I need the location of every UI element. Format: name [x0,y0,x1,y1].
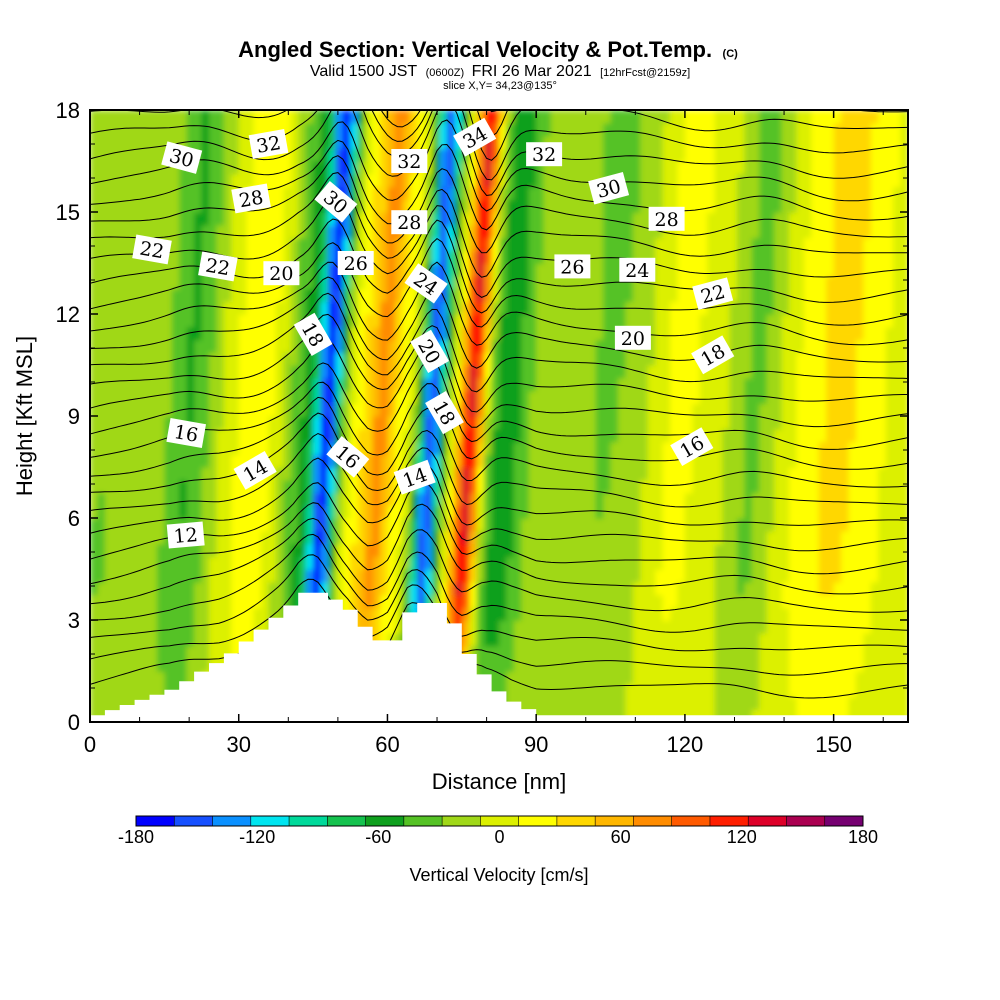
contour-label-text: 12 [173,524,199,548]
colorbar-swatch [136,816,175,826]
contour-label-text: 20 [269,263,293,285]
vertical-velocity-field [90,110,908,722]
y-tick-label: 3 [68,608,80,633]
contour-label: 32 [391,149,428,173]
colorbar-swatch [748,816,787,826]
chart-title-row: Angled Section: Vertical Velocity & Pot.… [238,37,738,62]
colorbar-tick-label: -180 [118,827,154,847]
colorbar-swatch [786,816,826,826]
terrain [90,592,908,722]
colorbar-swatch [480,816,520,826]
colorbar-tick-label: 60 [611,827,631,847]
colorbar-swatch [250,816,290,826]
chart-title-block: Angled Section: Vertical Velocity & Pot.… [238,37,738,92]
colorbar-swatch [403,816,443,826]
contour-label-text: 32 [397,151,421,173]
x-axis-title: Distance [nm] [432,769,567,794]
colorbar: -180 -120 -60 0 60 120 180 [118,815,878,847]
contour-label-text: 26 [560,256,584,278]
contour-label-text: 28 [655,209,679,231]
contour-label: 30 [588,171,630,205]
y-tick-label: 18 [56,98,80,123]
x-tick-label: 30 [226,732,250,757]
valid-time-local: Valid 1500 JST [310,63,418,80]
contour-label-text: 28 [237,186,265,212]
contour-label: 28 [391,210,428,235]
valid-time-row: Valid 1500 JST (0600Z) FRI 26 Mar 2021 [… [310,63,690,80]
colorbar-swatch [556,816,596,826]
chart-title: Angled Section: Vertical Velocity & Pot.… [238,37,712,62]
colorbar-swatch [709,816,749,826]
contour-label-text: 28 [397,212,421,234]
colorbar-swatch [595,816,634,826]
contour-label-text: 16 [172,421,200,447]
contour-label: 18 [691,335,735,375]
contour-label-text: 32 [532,144,556,166]
contour-label: 32 [248,129,289,159]
colorbar-swatch [824,816,864,826]
y-tick-label: 9 [68,404,80,429]
colorbar-swatch [518,816,558,826]
colorbar-tick-label: 120 [727,827,757,847]
valid-date: FRI 26 Mar 2021 [472,63,592,80]
colorbar-swatch [365,816,405,826]
contour-label: 24 [619,257,656,282]
y-tick-label: 0 [68,710,80,735]
colorbar-swatch [671,816,711,826]
contour-label-text: 24 [625,260,649,282]
colorbar-title: Vertical Velocity [cm/s] [409,865,588,885]
contour-label: 30 [161,141,203,174]
colorbar-swatch [289,816,328,826]
colorbar-tick-label: 0 [494,827,504,847]
contour-label: 26 [554,254,591,279]
colorbar-swatch [442,816,481,826]
contour-label: 28 [648,206,685,231]
colorbar-tick-label: -60 [365,827,391,847]
copyright-mark: (C) [723,48,739,60]
colorbar-swatch [174,816,214,826]
contour-label: 32 [526,142,563,167]
colorbar-tick-label: -120 [239,827,275,847]
contour-label: 22 [198,251,238,282]
contour-label-text: 26 [344,253,368,275]
contour-label-text: 22 [204,254,232,280]
axes: 0 30 60 90 120 150 0 3 6 9 12 15 18 [56,98,908,757]
x-tick-label: 60 [375,732,399,757]
potential-temperature-contours [90,110,908,699]
x-tick-label: 90 [524,732,548,757]
y-tick-label: 6 [68,506,80,531]
colorbar-swatch [633,816,673,826]
contour-label: 20 [614,325,651,350]
valid-time-utc: (0600Z) [426,67,465,79]
contour-label: 12 [166,521,205,549]
contour-label: 20 [263,261,300,286]
contour-label: 16 [166,418,207,448]
x-tick-label: 120 [667,732,704,757]
contour-label: 22 [132,234,172,265]
colorbar-swatch [327,816,367,826]
x-tick-label: 0 [84,732,96,757]
y-tick-label: 15 [56,200,80,225]
y-axis-title: Height [Kft MSL] [12,336,37,496]
x-tick-label: 150 [815,732,852,757]
colorbar-tick-label: 180 [848,827,878,847]
contour-label-text: 20 [621,328,645,350]
contour-label: 26 [337,251,374,275]
slice-info: slice X,Y= 34,23@135° [443,80,557,92]
contour-label: 28 [231,183,271,214]
contour-label-text: 22 [138,237,166,263]
colorbar-swatch [212,816,252,826]
forecast-info: [12hrFcst@2159z] [600,67,690,79]
contour-label-text: 32 [255,132,283,158]
y-tick-label: 12 [56,302,80,327]
